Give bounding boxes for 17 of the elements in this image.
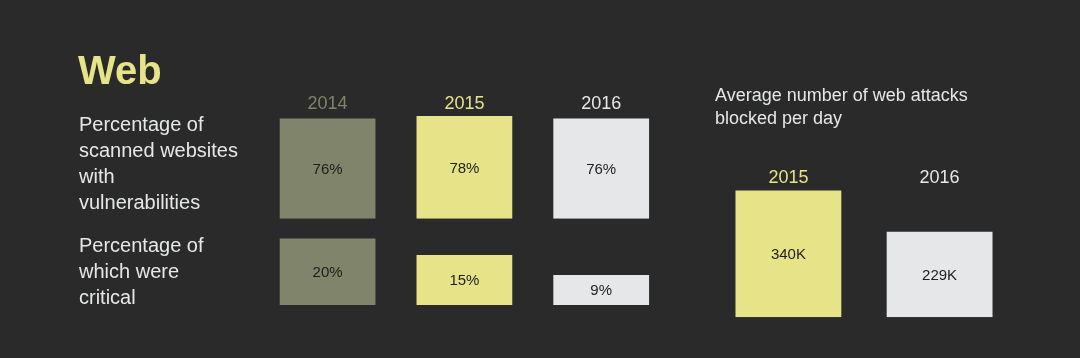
chart-title: Average number of web attacks blocked per day	[715, 85, 968, 129]
x-tick-label: 2014	[307, 93, 348, 114]
data-label: 15%	[449, 271, 480, 289]
data-label: 76%	[586, 160, 617, 178]
data-label: 20%	[312, 263, 343, 281]
y-axis-title: Percentage of which were critical	[78, 234, 204, 308]
x-tick-label: 2015	[444, 93, 485, 114]
data-label: 9%	[590, 281, 613, 299]
data-label: 340K	[770, 245, 806, 263]
x-tick-label: 2016	[581, 93, 622, 114]
data-label: 76%	[312, 160, 343, 178]
data-label: 78%	[449, 158, 480, 176]
data-label: 229K	[922, 265, 958, 283]
y-axis-title: Percentage of scanned websites with vulnerabilities	[78, 113, 238, 213]
x-tick-label: 2016	[919, 167, 960, 188]
chart-title: Web	[78, 48, 162, 92]
x-tick-label: 2015	[768, 167, 809, 188]
